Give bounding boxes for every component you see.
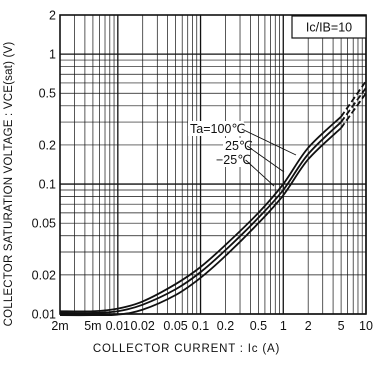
x-tick-label: 2m [51, 319, 68, 333]
x-tick-label: 0.01 [106, 319, 130, 333]
curve-label: −25℃ [216, 153, 251, 167]
y-tick-label: 0.01 [32, 308, 56, 322]
y-tick-label: 0.05 [32, 217, 56, 231]
grid-minor [59, 14, 366, 314]
x-tick-label: 0.5 [250, 319, 267, 333]
x-tick-label: 0.05 [163, 319, 187, 333]
curve-leader-line [246, 145, 285, 173]
y-tick-label: 0.5 [39, 87, 56, 101]
curve-label-bg [188, 121, 244, 136]
x-tick-label: 0.2 [217, 319, 234, 333]
series-line-dashed [340, 87, 367, 123]
y-tick-label: 0.02 [32, 268, 56, 282]
y-tick-label: 0.2 [39, 138, 56, 152]
curve-label-bg [223, 138, 250, 153]
y-tick-label: 2 [49, 9, 56, 23]
condition-label: Ic/IB=10 [306, 21, 352, 35]
x-tick-label: 0.02 [131, 319, 155, 333]
series-line [59, 127, 342, 317]
y-tick-label: 0.1 [39, 178, 56, 192]
x-tick-label: 1 [280, 319, 287, 333]
y-axis-label: COLLECTOR SATURATION VOLTAGE : VCE(sat) … [3, 41, 15, 327]
series-line [59, 116, 342, 313]
curve-label: Ta=100℃ [190, 122, 245, 136]
tick-labels: 2m 5m 0.01 0.02 0.05 0.1 0.2 0.5 1 2 5 100.010.020.… [32, 9, 373, 334]
curve-leader-line [245, 159, 275, 187]
series-layer [59, 80, 367, 317]
x-axis-label: COLLECTOR CURRENT : Ic (A) [92, 343, 281, 355]
series-line-dashed [340, 80, 367, 118]
x-tick-label: 2 [305, 319, 312, 333]
series-line-dashed [340, 92, 367, 129]
series-line [59, 121, 342, 314]
grid-major [59, 14, 367, 315]
x-tick-label: 5m [84, 319, 101, 333]
annotations: Ic/IB=10 Ta=100℃ 25℃−25℃ [188, 15, 367, 187]
condition-box [291, 15, 367, 39]
x-tick-label: 5 [338, 319, 345, 333]
curve-leader-line [241, 128, 297, 156]
y-tick-label: 1 [49, 48, 56, 62]
plot-frame [59, 14, 367, 315]
curve-label: 25℃ [225, 139, 253, 153]
curve-label-bg [214, 152, 248, 167]
x-tick-label: 10 [359, 319, 373, 333]
x-tick-label: 0.1 [192, 319, 209, 333]
